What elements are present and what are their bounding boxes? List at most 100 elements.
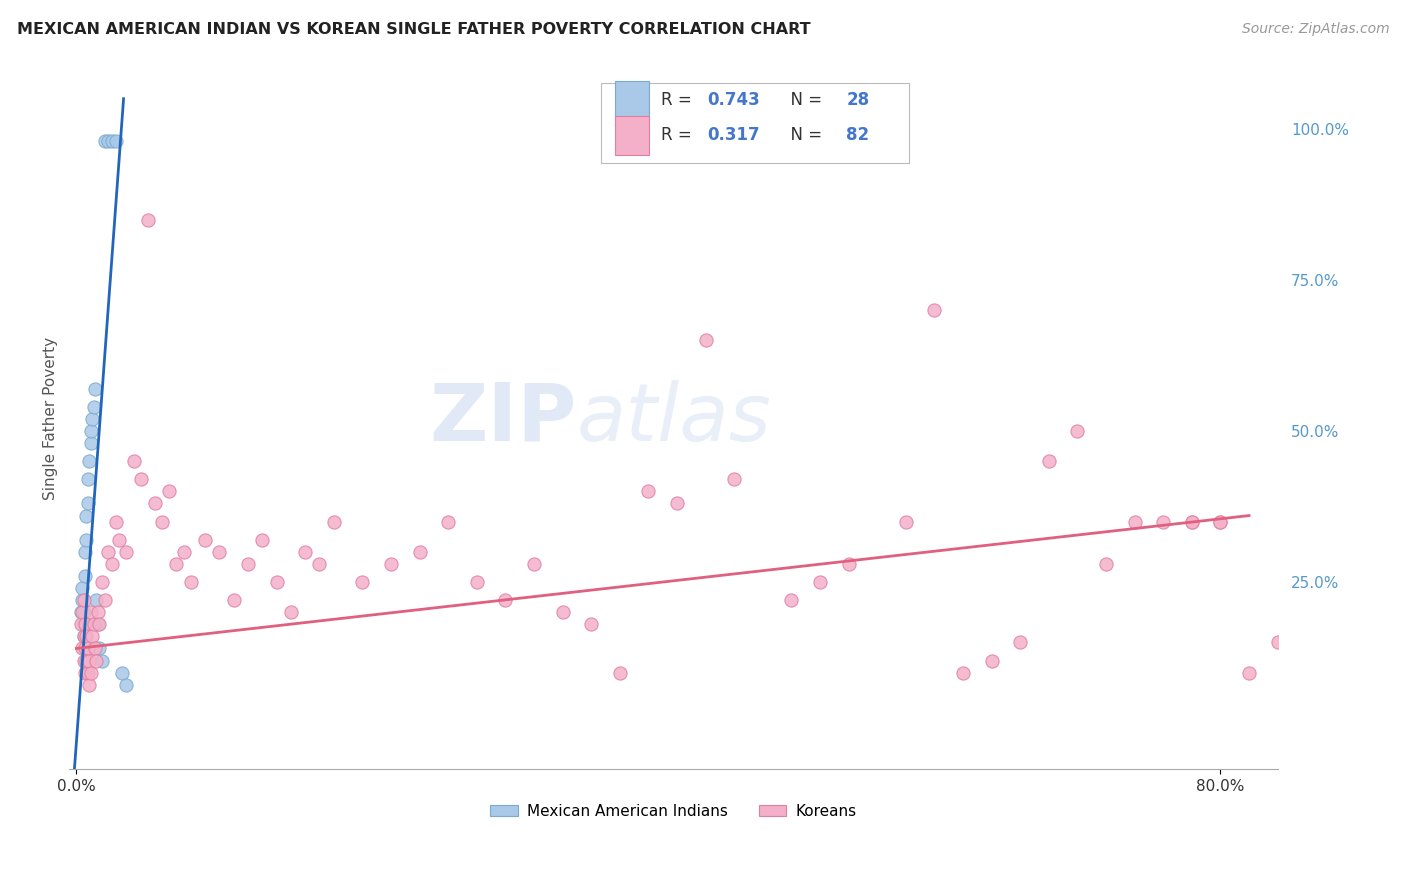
Point	[72, 654, 94, 668]
Point	[111, 665, 134, 680]
Point	[1152, 515, 1174, 529]
Point	[101, 134, 124, 148]
Point	[75, 508, 97, 523]
Point	[894, 515, 917, 529]
Point	[494, 593, 516, 607]
Point	[77, 678, 100, 692]
Point	[1095, 557, 1118, 571]
Point	[79, 424, 101, 438]
Point	[1209, 515, 1232, 529]
Point	[73, 545, 96, 559]
Point	[252, 533, 274, 547]
Point	[266, 574, 288, 589]
Point	[1123, 515, 1146, 529]
Point	[666, 496, 689, 510]
Point	[89, 617, 111, 632]
Point	[79, 605, 101, 619]
Point	[180, 574, 202, 589]
Text: 0.317: 0.317	[707, 127, 759, 145]
Point	[73, 569, 96, 583]
Point	[105, 134, 128, 148]
Point	[695, 334, 717, 348]
Point	[1209, 515, 1232, 529]
Point	[322, 515, 344, 529]
Point	[122, 454, 145, 468]
Point	[73, 641, 96, 656]
Text: MEXICAN AMERICAN INDIAN VS KOREAN SINGLE FATHER POVERTY CORRELATION CHART: MEXICAN AMERICAN INDIAN VS KOREAN SINGLE…	[17, 22, 810, 37]
Point	[105, 515, 128, 529]
Point	[97, 134, 120, 148]
Point	[1237, 665, 1260, 680]
Point	[76, 641, 98, 656]
Point	[83, 617, 105, 632]
Point	[76, 472, 98, 486]
Point	[84, 382, 107, 396]
Point	[75, 629, 97, 643]
Point	[70, 641, 93, 656]
Point	[83, 400, 105, 414]
Point	[70, 605, 93, 619]
Point	[73, 665, 96, 680]
Point	[77, 654, 100, 668]
Text: atlas: atlas	[576, 380, 772, 458]
Point	[94, 593, 117, 607]
Point	[924, 303, 946, 318]
Point	[173, 545, 195, 559]
Point	[72, 605, 94, 619]
Point	[70, 593, 93, 607]
Point	[1066, 424, 1088, 438]
Point	[129, 472, 152, 486]
Point	[166, 557, 188, 571]
Point	[72, 629, 94, 643]
Point	[408, 545, 430, 559]
Point	[637, 484, 659, 499]
Point	[76, 496, 98, 510]
Point	[1267, 635, 1289, 649]
Point	[308, 557, 330, 571]
Point	[523, 557, 546, 571]
Point	[72, 617, 94, 632]
Point	[75, 654, 97, 668]
Point	[465, 574, 488, 589]
Point	[79, 665, 101, 680]
Point	[97, 545, 120, 559]
Point	[222, 593, 245, 607]
Point	[150, 515, 173, 529]
Point	[380, 557, 402, 571]
Point	[780, 593, 803, 607]
Point	[723, 472, 745, 486]
Point	[77, 454, 100, 468]
Text: N =: N =	[780, 127, 827, 145]
Point	[208, 545, 231, 559]
Point	[143, 496, 166, 510]
Point	[194, 533, 217, 547]
Point	[87, 605, 110, 619]
Point	[157, 484, 180, 499]
Text: Source: ZipAtlas.com: Source: ZipAtlas.com	[1241, 22, 1389, 37]
Y-axis label: Single Father Poverty: Single Father Poverty	[44, 337, 58, 500]
Text: R =: R =	[661, 91, 697, 110]
Point	[1010, 635, 1032, 649]
Text: R =: R =	[661, 127, 697, 145]
Point	[1181, 515, 1204, 529]
Legend: Mexican American Indians, Koreans: Mexican American Indians, Koreans	[485, 797, 862, 825]
Text: ZIP: ZIP	[429, 380, 576, 458]
Point	[69, 617, 91, 632]
Point	[609, 665, 631, 680]
Point	[75, 533, 97, 547]
Point	[72, 629, 94, 643]
Point	[1038, 454, 1060, 468]
Point	[838, 557, 860, 571]
Point	[76, 665, 98, 680]
Point	[108, 533, 131, 547]
Text: 0.743: 0.743	[707, 91, 761, 110]
Point	[294, 545, 316, 559]
Point	[808, 574, 831, 589]
Point	[952, 665, 974, 680]
FancyBboxPatch shape	[600, 83, 910, 163]
FancyBboxPatch shape	[616, 81, 650, 120]
Point	[79, 436, 101, 450]
Point	[115, 545, 138, 559]
Point	[352, 574, 374, 589]
Point	[1181, 515, 1204, 529]
